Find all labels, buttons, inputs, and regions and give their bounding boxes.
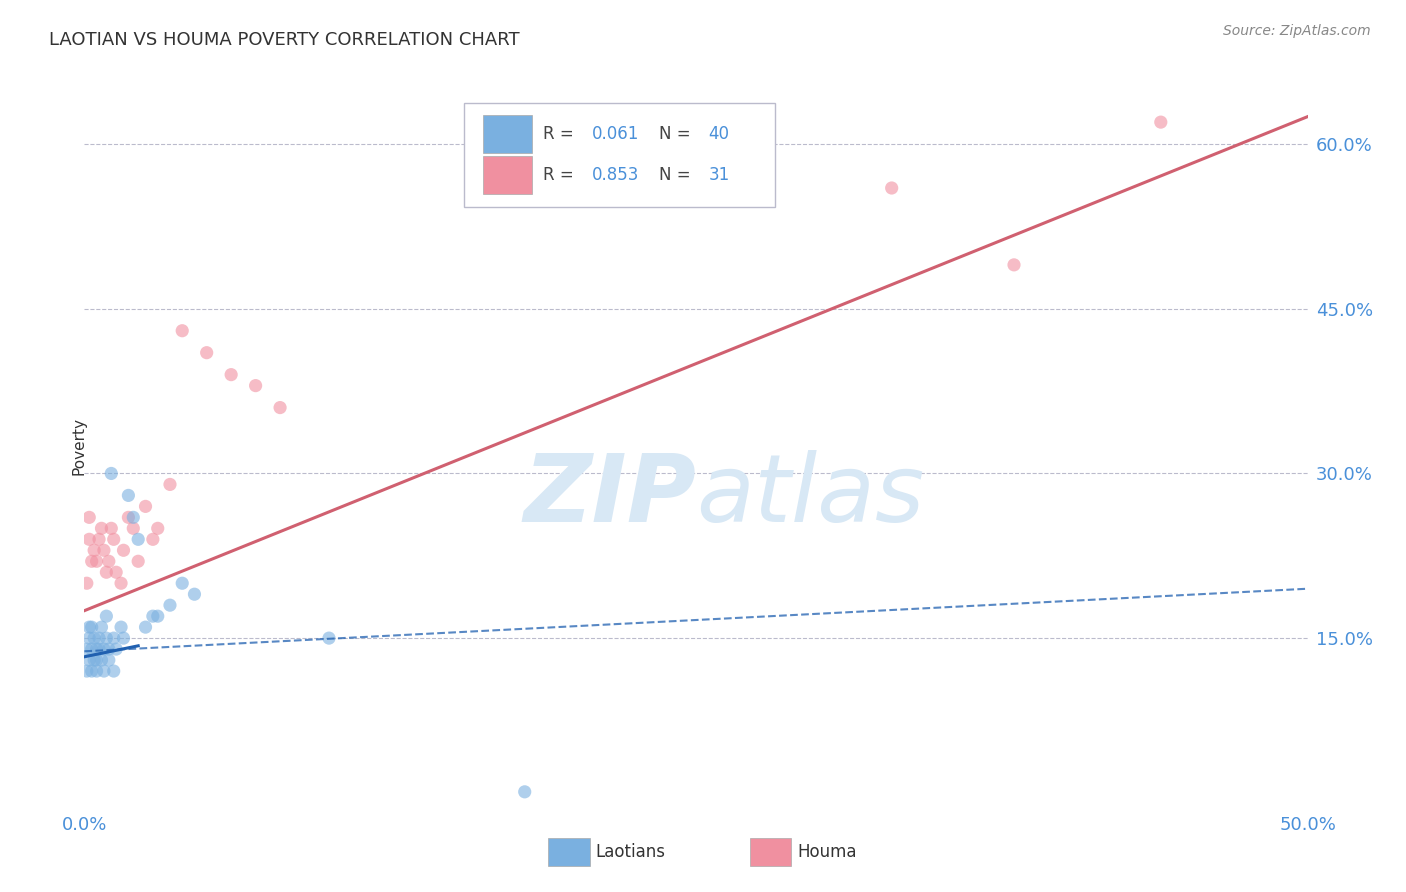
Point	[318, 631, 340, 645]
Point	[103, 664, 125, 678]
Text: Houma: Houma	[797, 843, 858, 861]
Point	[110, 576, 132, 591]
Point	[90, 620, 112, 634]
FancyBboxPatch shape	[464, 103, 776, 207]
Point	[93, 642, 115, 657]
Text: N =: N =	[659, 125, 696, 143]
Point	[127, 533, 149, 547]
Point	[96, 566, 118, 580]
Point	[103, 533, 125, 547]
Point	[146, 609, 169, 624]
Point	[172, 324, 194, 338]
Point	[122, 521, 145, 535]
Point	[172, 576, 194, 591]
Point	[86, 664, 108, 678]
Point	[76, 664, 98, 678]
Text: R =: R =	[543, 125, 579, 143]
Point	[112, 543, 135, 558]
Point	[245, 378, 267, 392]
Point	[76, 642, 98, 657]
Point	[127, 554, 149, 568]
Point	[97, 554, 120, 568]
FancyBboxPatch shape	[484, 115, 531, 153]
Point	[93, 543, 115, 558]
Point	[880, 181, 903, 195]
Point	[83, 543, 105, 558]
Point	[86, 554, 108, 568]
Point	[96, 609, 118, 624]
Point	[100, 521, 122, 535]
Point	[117, 488, 139, 502]
Point	[77, 631, 100, 645]
Point	[122, 510, 145, 524]
Point	[100, 467, 122, 481]
Point	[96, 631, 118, 645]
Text: ZIP: ZIP	[523, 450, 696, 542]
Text: LAOTIAN VS HOUMA POVERTY CORRELATION CHART: LAOTIAN VS HOUMA POVERTY CORRELATION CHA…	[49, 31, 520, 49]
Point	[77, 620, 100, 634]
Point	[90, 521, 112, 535]
Point	[76, 576, 98, 591]
Point	[86, 642, 108, 657]
Point	[146, 521, 169, 535]
Point	[90, 653, 112, 667]
Point	[117, 510, 139, 524]
Point	[87, 533, 110, 547]
Text: Source: ZipAtlas.com: Source: ZipAtlas.com	[1223, 24, 1371, 38]
Point	[97, 653, 120, 667]
Point	[87, 642, 110, 657]
Point	[135, 500, 157, 514]
Point	[80, 554, 103, 568]
Point	[80, 642, 103, 657]
FancyBboxPatch shape	[484, 155, 531, 194]
Point	[93, 664, 115, 678]
Point	[135, 620, 157, 634]
Text: R =: R =	[543, 166, 579, 184]
Point	[159, 477, 181, 491]
Point	[87, 631, 110, 645]
Point	[77, 510, 100, 524]
Text: N =: N =	[659, 166, 696, 184]
Point	[83, 631, 105, 645]
Text: 0.853: 0.853	[592, 166, 640, 184]
Point	[105, 566, 128, 580]
Point	[269, 401, 291, 415]
Text: 40: 40	[709, 125, 730, 143]
Text: 31: 31	[709, 166, 730, 184]
Point	[159, 598, 181, 612]
Point	[86, 653, 108, 667]
FancyBboxPatch shape	[749, 838, 792, 865]
FancyBboxPatch shape	[548, 838, 589, 865]
Text: Laotians: Laotians	[596, 843, 665, 861]
Point	[105, 642, 128, 657]
Point	[195, 345, 218, 359]
Point	[183, 587, 205, 601]
Point	[142, 533, 165, 547]
Point	[103, 631, 125, 645]
Text: 0.061: 0.061	[592, 125, 640, 143]
Point	[80, 620, 103, 634]
Text: atlas: atlas	[696, 450, 924, 541]
Point	[112, 631, 135, 645]
Y-axis label: Poverty: Poverty	[72, 417, 86, 475]
Point	[513, 785, 536, 799]
Point	[219, 368, 242, 382]
Point	[80, 664, 103, 678]
Point	[77, 653, 100, 667]
Point	[110, 620, 132, 634]
Point	[1150, 115, 1173, 129]
Point	[77, 533, 100, 547]
Point	[142, 609, 165, 624]
Point	[97, 642, 120, 657]
Point	[1002, 258, 1025, 272]
Point	[83, 653, 105, 667]
